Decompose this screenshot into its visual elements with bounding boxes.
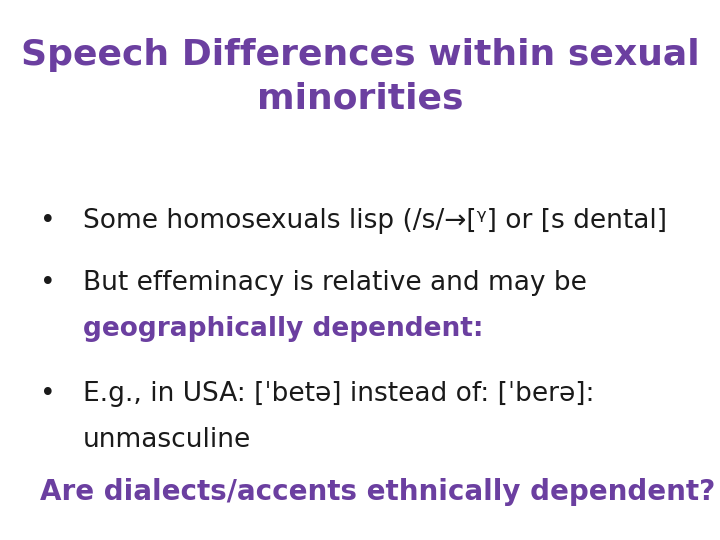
Text: •: • bbox=[40, 270, 55, 296]
Text: •: • bbox=[40, 208, 55, 234]
Text: Some homosexuals lisp (/s/→[ᵞ] or [s dental]: Some homosexuals lisp (/s/→[ᵞ] or [s den… bbox=[83, 208, 667, 234]
Text: Are dialects/accents ethnically dependent?: Are dialects/accents ethnically dependen… bbox=[40, 478, 715, 506]
Text: unmasculine: unmasculine bbox=[83, 427, 251, 453]
Text: geographically dependent:: geographically dependent: bbox=[83, 316, 483, 342]
Text: But effeminacy is relative and may be: But effeminacy is relative and may be bbox=[83, 270, 587, 296]
Text: Speech Differences within sexual
minorities: Speech Differences within sexual minorit… bbox=[21, 38, 699, 115]
Text: E.g., in USA: [ˈbetə] instead of: [ˈberə]:: E.g., in USA: [ˈbetə] instead of: [ˈberə… bbox=[83, 381, 594, 407]
Text: •: • bbox=[40, 381, 55, 407]
